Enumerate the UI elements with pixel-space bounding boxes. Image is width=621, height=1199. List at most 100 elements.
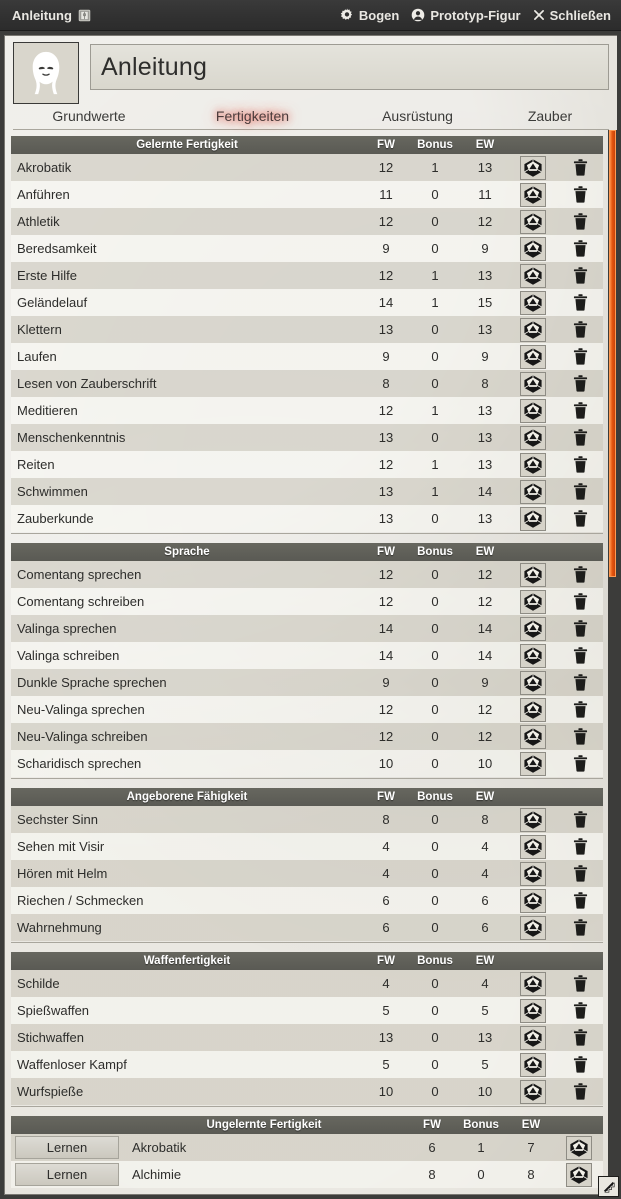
trash-icon[interactable]	[570, 455, 590, 475]
trash-icon[interactable]	[570, 1001, 590, 1021]
trash-icon[interactable]	[570, 837, 590, 857]
trash-icon[interactable]	[570, 592, 590, 612]
trash-icon[interactable]	[570, 212, 590, 232]
d20-dice-icon[interactable]	[520, 724, 546, 749]
learn-button[interactable]: Lernen	[15, 1163, 119, 1186]
d20-dice-icon[interactable]	[520, 971, 546, 996]
d20-dice-icon[interactable]	[520, 155, 546, 180]
d20-dice-icon[interactable]	[520, 998, 546, 1023]
trash-icon[interactable]	[570, 646, 590, 666]
d20-dice-icon[interactable]	[520, 697, 546, 722]
skill-name: Erste Hilfe	[17, 268, 77, 283]
d20-dice-icon[interactable]	[520, 1079, 546, 1104]
d20-dice-icon[interactable]	[566, 1135, 592, 1160]
trash-icon[interactable]	[570, 374, 590, 394]
trash-icon[interactable]	[570, 864, 590, 884]
d20-dice-icon[interactable]	[520, 643, 546, 668]
avatar[interactable]	[13, 42, 79, 104]
d20-dice-icon[interactable]	[520, 209, 546, 234]
close-button[interactable]: Schließen	[533, 8, 611, 23]
trash-icon[interactable]	[570, 239, 590, 259]
d20-dice-icon[interactable]	[520, 1025, 546, 1050]
trash-icon[interactable]	[570, 565, 590, 585]
d20-dice-icon[interactable]	[520, 751, 546, 776]
d20-dice-icon[interactable]	[566, 1162, 592, 1187]
skill-bonus-value: 0	[431, 839, 439, 854]
d20-dice-icon[interactable]	[520, 861, 546, 886]
skill-bonus-value: 0	[431, 376, 439, 391]
trash-icon[interactable]	[570, 810, 590, 830]
d20-dice-icon[interactable]	[520, 344, 546, 369]
d20-dice-icon[interactable]	[520, 807, 546, 832]
tab-fertigkeiten[interactable]: Fertigkeiten	[215, 108, 290, 124]
roll-cell	[509, 589, 557, 614]
d20-dice-icon[interactable]	[520, 398, 546, 423]
tab-ausruestung[interactable]: Ausrüstung	[382, 108, 453, 124]
trash-icon[interactable]	[570, 320, 590, 340]
trash-icon[interactable]	[570, 1028, 590, 1048]
trash-icon[interactable]	[570, 266, 590, 286]
trash-icon[interactable]	[570, 974, 590, 994]
d20-dice-icon[interactable]	[520, 479, 546, 504]
trash-icon[interactable]	[570, 1055, 590, 1075]
d20-dice-icon[interactable]	[520, 1052, 546, 1077]
d20-dice-icon[interactable]	[520, 915, 546, 940]
skill-bonus-value: 0	[431, 866, 439, 881]
trash-icon[interactable]	[570, 401, 590, 421]
trash-icon[interactable]	[570, 509, 590, 529]
d20-dice-icon[interactable]	[520, 371, 546, 396]
skill-ew-value: 12	[477, 729, 493, 744]
trash-icon[interactable]	[570, 700, 590, 720]
vertical-scrollbar-thumb[interactable]	[609, 130, 616, 577]
tab-zauber[interactable]: Zauber	[527, 108, 573, 124]
trash-icon[interactable]	[570, 185, 590, 205]
learn-button[interactable]: Lernen	[15, 1136, 119, 1159]
skill-ew-value: 7	[527, 1140, 535, 1155]
trash-icon[interactable]	[570, 347, 590, 367]
trash-icon[interactable]	[570, 1082, 590, 1102]
trash-icon[interactable]	[570, 619, 590, 639]
delete-cell	[557, 1028, 603, 1048]
skill-fw-value: 12	[378, 160, 394, 175]
d20-dice-icon[interactable]	[520, 317, 546, 342]
identity-row: Anleitung	[13, 42, 609, 104]
d20-dice-icon[interactable]	[520, 506, 546, 531]
trash-icon[interactable]	[570, 482, 590, 502]
trash-icon[interactable]	[570, 918, 590, 938]
vertical-scrollbar-track[interactable]	[608, 130, 617, 1194]
d20-dice-icon[interactable]	[520, 616, 546, 641]
d20-dice-icon[interactable]	[520, 290, 546, 315]
d20-dice-icon[interactable]	[520, 236, 546, 261]
table-row: Erste Hilfe 12 1 13	[11, 262, 603, 289]
column-header-fw: FW	[377, 139, 395, 151]
bogen-button[interactable]: Bogen	[340, 8, 399, 23]
d20-dice-icon[interactable]	[520, 589, 546, 614]
trash-icon[interactable]	[570, 428, 590, 448]
skills-sections: Gelernte Fertigkeit FW Bonus EW Akrobatik 12 1…	[5, 130, 617, 1194]
trash-icon[interactable]	[570, 673, 590, 693]
trash-icon[interactable]	[570, 158, 590, 178]
table-row: Neu-Valinga sprechen 12 0 12	[11, 696, 603, 723]
trash-icon[interactable]	[570, 293, 590, 313]
d20-dice-icon[interactable]	[520, 670, 546, 695]
d20-dice-icon[interactable]	[520, 263, 546, 288]
character-name-input[interactable]: Anleitung	[90, 44, 609, 90]
tab-grundwerte[interactable]: Grundwerte	[52, 108, 126, 124]
d20-dice-icon[interactable]	[520, 834, 546, 859]
skill-fw-value: 4	[382, 976, 390, 991]
d20-dice-icon[interactable]	[520, 425, 546, 450]
d20-dice-icon[interactable]	[520, 562, 546, 587]
trash-icon[interactable]	[570, 727, 590, 747]
d20-dice-icon[interactable]	[520, 452, 546, 477]
trash-icon[interactable]	[570, 754, 590, 774]
prototyp-figur-button[interactable]: Prototyp-Figur	[411, 8, 521, 23]
d20-dice-icon[interactable]	[520, 888, 546, 913]
d20-dice-icon[interactable]	[520, 182, 546, 207]
window-body: Anleitung Grundwerte Fertigkeiten Ausrüs…	[0, 31, 621, 1199]
resize-grip-icon[interactable]	[598, 1176, 619, 1197]
trash-icon[interactable]	[570, 891, 590, 911]
table-row: Wahrnehmung 6 0 6	[11, 914, 603, 941]
skill-bonus-value: 0	[431, 1084, 439, 1099]
window-title: Anleitung	[12, 7, 72, 23]
